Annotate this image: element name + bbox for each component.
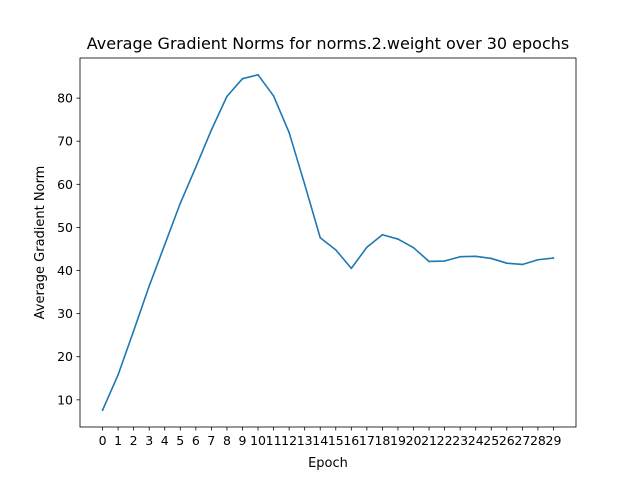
x-tick-label: 1	[114, 433, 122, 448]
y-axis: 10 20 30 40 50 60 70 80	[57, 91, 80, 407]
x-tick-label: 27	[514, 433, 530, 448]
chart-title: Average Gradient Norms for norms.2.weigh…	[87, 34, 569, 53]
y-tick-label: 50	[57, 220, 73, 235]
x-tick-label: 0	[99, 433, 107, 448]
data-point	[428, 260, 430, 263]
data-point	[163, 243, 166, 246]
data-point	[132, 330, 135, 332]
data-point	[490, 257, 493, 260]
y-tick-label: 10	[57, 392, 73, 407]
x-tick-label: 25	[483, 433, 499, 448]
data-point	[397, 238, 399, 240]
data-point	[319, 236, 322, 239]
data-point	[257, 74, 259, 76]
x-tick-label: 12	[281, 433, 297, 448]
x-tick-label: 11	[266, 433, 282, 448]
x-tick-label: 8	[223, 433, 231, 448]
y-axis-label: Average Gradient Norm	[33, 166, 48, 320]
data-point	[506, 262, 508, 264]
data-point	[117, 374, 119, 376]
data-point	[226, 95, 228, 98]
data-point	[334, 249, 337, 251]
x-axis: 0 1 2 3 4 5 6 7 8 9 10 11 12 13 14 15 16 17 18 19 20 21 22 23 24…	[99, 427, 562, 448]
y-tick-label: 20	[57, 349, 73, 364]
data-point	[474, 255, 477, 258]
x-axis-label: Epoch	[308, 456, 348, 471]
y-tick-label: 70	[57, 134, 73, 149]
x-tick-label: 19	[390, 433, 406, 448]
x-tick-label: 22	[437, 433, 453, 448]
data-point	[381, 233, 384, 236]
series-line	[101, 74, 555, 411]
x-tick-label: 24	[468, 433, 484, 448]
x-tick-label: 18	[374, 433, 390, 448]
data-point	[459, 255, 461, 258]
x-tick-label: 21	[421, 433, 437, 448]
data-point	[443, 260, 446, 262]
x-tick-label: 10	[250, 433, 266, 448]
data-point	[241, 77, 244, 80]
x-tick-label: 3	[145, 433, 153, 448]
x-tick-label: 14	[312, 433, 328, 448]
x-tick-label: 26	[499, 433, 515, 448]
x-tick-label: 6	[192, 433, 200, 448]
data-point	[552, 257, 555, 259]
data-point	[366, 246, 368, 249]
axes-frame	[79, 57, 577, 428]
x-tick-label: 17	[359, 433, 375, 448]
x-tick-label: 16	[343, 433, 359, 448]
x-tick-label: 9	[239, 433, 247, 448]
y-tick-label: 80	[57, 91, 73, 106]
data-point	[412, 246, 415, 249]
x-tick-label: 2	[130, 433, 138, 448]
series-layer	[101, 74, 555, 411]
x-tick-label: 15	[328, 433, 344, 448]
data-point	[272, 95, 275, 97]
data-point	[148, 285, 150, 287]
y-tick-label: 60	[57, 177, 73, 192]
data-point	[195, 166, 197, 168]
y-tick-label: 30	[57, 306, 73, 321]
data-point	[521, 263, 524, 266]
x-tick-label: 7	[207, 433, 215, 448]
data-point	[288, 131, 290, 134]
data-point	[350, 267, 353, 270]
x-tick-label: 13	[297, 433, 313, 448]
x-tick-label: 28	[530, 433, 546, 448]
y-tick-label: 40	[57, 263, 73, 278]
x-tick-label: 29	[546, 433, 562, 448]
data-point	[537, 258, 539, 261]
data-point	[101, 409, 104, 411]
x-tick-label: 4	[161, 433, 169, 448]
x-tick-label: 20	[406, 433, 422, 448]
data-point	[210, 129, 213, 131]
x-tick-label: 23	[452, 433, 468, 448]
data-point	[303, 183, 306, 186]
data-point	[179, 202, 182, 205]
x-tick-label: 5	[176, 433, 184, 448]
